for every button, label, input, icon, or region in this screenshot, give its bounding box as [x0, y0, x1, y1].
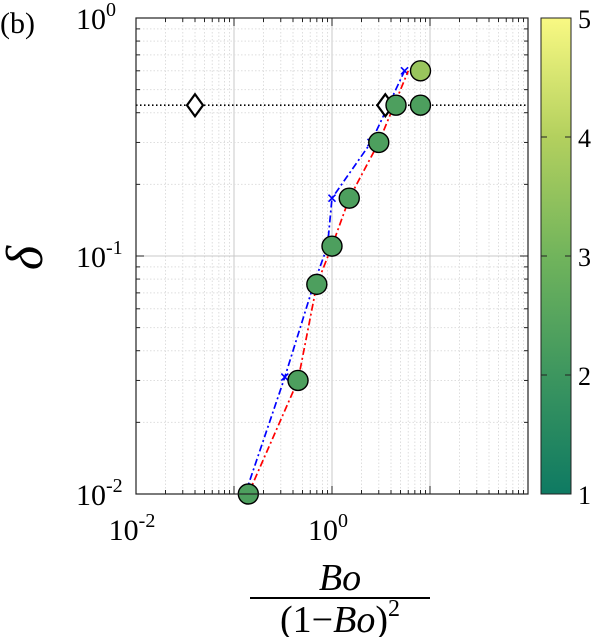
x-marker-stroke	[327, 194, 337, 203]
colorbar-tick-label: 4	[578, 124, 591, 153]
panel-label: (b)	[0, 7, 35, 40]
x-marker-stroke	[400, 66, 409, 75]
y-axis-label: δ	[0, 245, 54, 270]
colorbar-ticks: 1 2 3 4 5	[541, 5, 591, 510]
y-tick-label: 100	[76, 0, 116, 36]
y-tick-label: 10-1	[76, 237, 123, 274]
data-point	[368, 131, 390, 154]
x-tick-label: 10-2	[109, 510, 156, 547]
colorbar-tick-label: 1	[578, 481, 591, 510]
x-tick-labels: 10-2 100	[109, 510, 348, 547]
data-point	[287, 369, 309, 392]
colorbar-tick-label: 5	[578, 5, 591, 34]
diamond-marker	[185, 92, 205, 119]
colorbar: 1 2 3 4 5	[540, 5, 591, 510]
data-point	[409, 94, 432, 116]
data-point	[409, 60, 432, 82]
x-label-denominator: (1−Bo)2	[280, 596, 400, 637]
x-label-numerator: Bo	[319, 557, 361, 599]
x-tick-label: 100	[308, 510, 348, 547]
plot-area	[135, 17, 529, 505]
y-tick-labels: 10-2 10-1 100	[76, 0, 123, 512]
colorbar-tick-label: 2	[578, 362, 591, 391]
data-markers	[185, 60, 432, 505]
x-marker	[327, 194, 337, 203]
x-marker-stroke	[280, 372, 289, 382]
y-tick-label: 10-2	[76, 475, 123, 512]
axis-ticks	[135, 18, 528, 495]
data-point	[385, 94, 407, 116]
x-marker	[280, 372, 289, 382]
grid-lines	[135, 18, 528, 495]
data-point	[306, 273, 328, 296]
colorbar-tick-label: 3	[578, 243, 591, 272]
data-point	[321, 235, 343, 257]
x-axis-label: Bo (1−Bo)2	[250, 557, 430, 637]
data-point	[338, 187, 360, 209]
